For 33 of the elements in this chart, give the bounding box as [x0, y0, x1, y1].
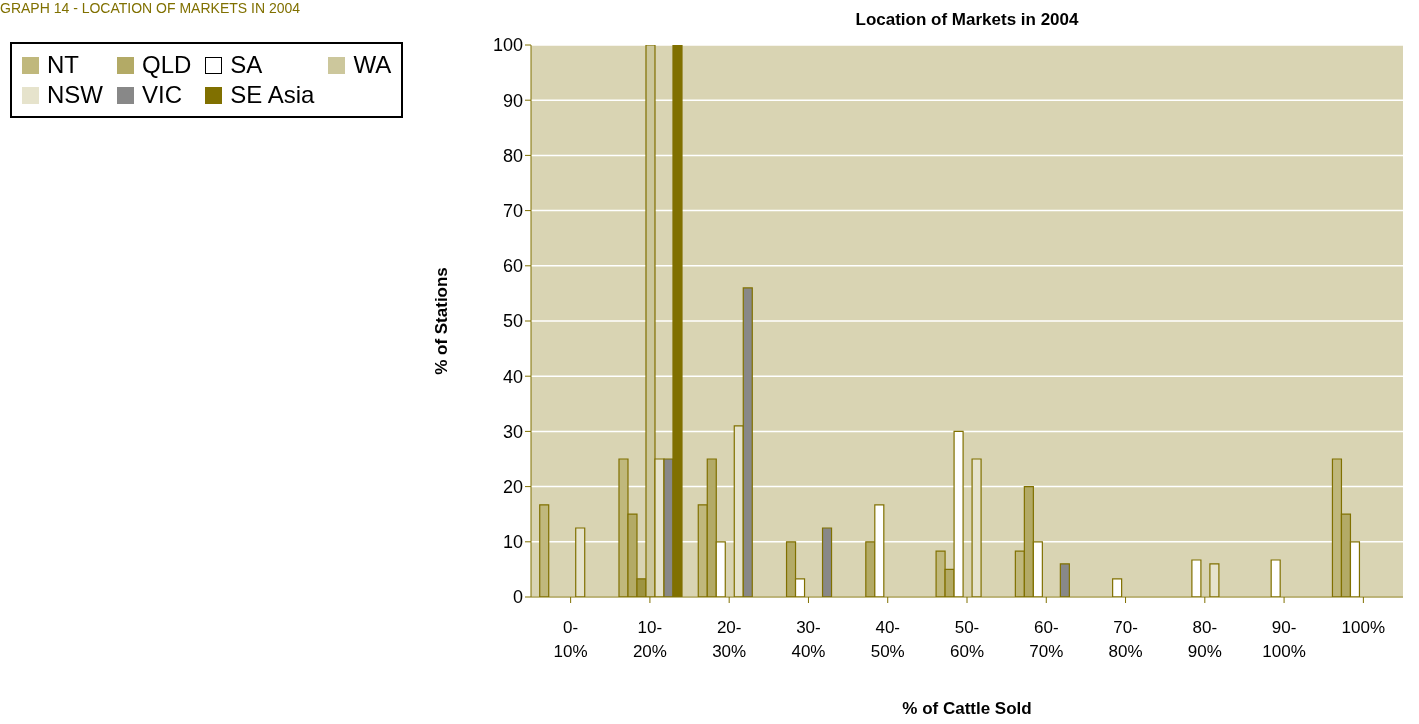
chart-title: Location of Markets in 2004 [854, 10, 1080, 30]
legend-label: VIC [142, 80, 183, 110]
x-tick-label: 0-10% [553, 618, 588, 661]
legend-label: WA [353, 50, 392, 80]
legend-label: NSW [47, 80, 103, 110]
x-tick-label: 60-70% [1029, 618, 1064, 661]
x-tick-label: 100% [1341, 618, 1386, 637]
y-tick-label: 80 [502, 145, 523, 166]
y-axis-title: % of Stations [432, 267, 452, 375]
y-tick-label: 100 [492, 35, 523, 56]
x-tick-label: 40-50% [870, 618, 905, 661]
x-tick-label: 10-20% [632, 618, 667, 661]
x-tick-label: 90-100% [1262, 618, 1306, 661]
x-tick-label: 30-40% [791, 618, 826, 661]
caption: GRAPH 14 - LOCATION OF MARKETS IN 2004 [0, 0, 301, 16]
x-tick-label: 20-30% [712, 618, 747, 661]
y-tick-label: 70 [502, 200, 523, 221]
y-tick-label: 20 [502, 476, 523, 497]
x-tick-label: 50-60% [949, 618, 985, 661]
y-tick-label: 90 [502, 90, 523, 111]
y-tick-label: 0 [512, 587, 523, 608]
y-tick-label: 30 [502, 421, 523, 442]
y-tick-label: 60 [502, 256, 523, 277]
legend-label: SE Asia [230, 80, 315, 110]
y-tick-label: 50 [502, 311, 523, 332]
x-tick-label: 70-80% [1108, 618, 1143, 661]
legend-label: NT [47, 50, 79, 80]
y-tick-label: 10 [502, 532, 523, 553]
legend-label: SA [230, 50, 263, 80]
y-tick-label: 40 [502, 366, 523, 387]
x-axis-title: % of Cattle Sold [902, 699, 1032, 718]
legend-label: QLD [142, 50, 192, 80]
x-tick-label: 80-90% [1187, 618, 1222, 661]
